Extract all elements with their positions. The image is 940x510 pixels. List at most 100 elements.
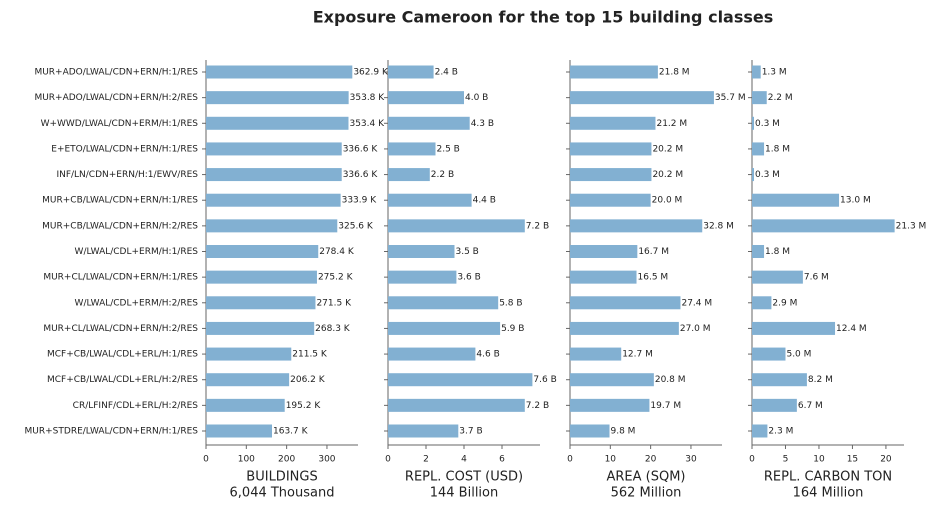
- bar: [752, 91, 767, 105]
- value-label: 6.7 M: [798, 401, 823, 411]
- bar: [570, 65, 658, 79]
- x-axis-label: AREA (SQM): [606, 470, 685, 485]
- bar: [570, 142, 652, 156]
- bar: [570, 168, 652, 182]
- value-label: 3.5 B: [456, 247, 479, 257]
- x-axis-subtitle: 6,044 Thousand: [230, 486, 335, 501]
- value-label: 5.0 M: [786, 350, 811, 360]
- value-label: 9.8 M: [611, 427, 636, 437]
- x-tick-label: 20: [645, 455, 657, 465]
- bar: [206, 168, 342, 182]
- x-axis-label: REPL. CARBON TON: [764, 470, 892, 485]
- value-label: 21.8 M: [659, 68, 690, 78]
- value-label: 12.4 M: [836, 324, 867, 334]
- bar: [752, 219, 895, 233]
- value-label: 35.7 M: [715, 93, 746, 103]
- value-label: 275.2 K: [318, 273, 354, 283]
- x-tick-label: 10: [605, 455, 617, 465]
- value-label: 4.3 B: [471, 119, 494, 129]
- bar: [570, 193, 651, 207]
- bar: [752, 296, 772, 310]
- bar: [570, 296, 681, 310]
- value-label: 20.2 M: [652, 144, 683, 154]
- value-label: 353.8 K: [350, 93, 386, 103]
- x-tick-label: 200: [278, 455, 295, 465]
- bar: [752, 347, 786, 361]
- y-tick-label: MCF+CB/LWAL/CDL+ERL/H:2/RES: [47, 375, 198, 385]
- x-tick-label: 2: [423, 455, 429, 465]
- value-label: 4.4 B: [473, 196, 496, 206]
- bar: [388, 424, 459, 438]
- value-label: 2.5 B: [437, 144, 460, 154]
- value-label: 206.2 K: [290, 375, 326, 385]
- value-label: 4.0 B: [465, 93, 488, 103]
- y-tick-label: E+ETO/LWAL/CDN+ERN/H:1/RES: [51, 144, 198, 154]
- x-axis-label: BUILDINGS: [246, 470, 317, 485]
- bar: [388, 347, 476, 361]
- value-label: 7.6 B: [533, 375, 556, 385]
- value-label: 8.2 M: [808, 375, 833, 385]
- value-label: 16.7 M: [638, 247, 669, 257]
- y-tick-label: CR/LFINF/CDL+ERL/H:2/RES: [73, 401, 199, 411]
- bar: [206, 65, 353, 79]
- value-label: 7.6 M: [804, 273, 829, 283]
- bar: [752, 142, 765, 156]
- value-label: 336.6 K: [343, 144, 379, 154]
- bar: [206, 193, 341, 207]
- bar: [388, 296, 499, 310]
- bar: [388, 398, 525, 412]
- value-label: 21.3 M: [896, 221, 927, 231]
- x-tick-label: 0: [203, 455, 209, 465]
- y-tick-label: MUR+CB/LWAL/CDN+ERN/H:2/RES: [42, 221, 198, 231]
- value-label: 163.7 K: [273, 427, 309, 437]
- x-tick-label: 20: [880, 455, 892, 465]
- bar: [570, 245, 638, 258]
- value-label: 27.4 M: [681, 298, 712, 308]
- value-label: 1.8 M: [765, 247, 790, 257]
- value-label: 7.2 B: [526, 221, 549, 231]
- x-axis-subtitle: 164 Million: [793, 486, 864, 501]
- bar: [752, 193, 840, 207]
- bar: [752, 398, 797, 412]
- value-label: 1.3 M: [762, 68, 787, 78]
- value-label: 3.6 B: [457, 273, 480, 283]
- value-label: 0.3 M: [755, 119, 780, 129]
- value-label: 2.2 B: [431, 170, 454, 180]
- value-label: 1.8 M: [765, 144, 790, 154]
- bar: [388, 219, 525, 233]
- y-tick-label: MUR+CL/LWAL/CDN+ERN/H:2/RES: [43, 324, 198, 334]
- bar: [206, 116, 349, 130]
- x-axis-label: REPL. COST (USD): [405, 470, 523, 485]
- bar: [752, 270, 803, 284]
- y-tick-label: MUR+CL/LWAL/CDN+ERN/H:1/RES: [43, 273, 198, 283]
- bar: [206, 373, 290, 387]
- x-axis-subtitle: 562 Million: [611, 486, 682, 501]
- value-label: 32.8 M: [703, 221, 734, 231]
- bar: [570, 91, 714, 105]
- bar: [570, 398, 650, 412]
- y-tick-label: MUR+ADO/LWAL/CDN+ERN/H:2/RES: [34, 93, 198, 103]
- x-tick-label: 30: [685, 455, 697, 465]
- value-label: 268.3 K: [315, 324, 351, 334]
- value-label: 0.3 M: [755, 170, 780, 180]
- value-label: 2.2 M: [768, 93, 793, 103]
- value-label: 195.2 K: [286, 401, 322, 411]
- bar: [752, 65, 761, 79]
- value-label: 5.8 B: [499, 298, 522, 308]
- x-tick-label: 4: [461, 455, 467, 465]
- bar: [206, 347, 292, 361]
- bar: [388, 116, 470, 130]
- bar: [206, 219, 338, 233]
- bar: [752, 373, 807, 387]
- bar: [752, 168, 755, 182]
- y-tick-label: MCF+CB/LWAL/CDL+ERL/H:1/RES: [47, 350, 198, 360]
- value-label: 4.6 B: [476, 350, 499, 360]
- chart-title: Exposure Cameroon for the top 15 buildin…: [313, 8, 774, 27]
- bar: [206, 270, 317, 284]
- bar: [388, 321, 501, 335]
- value-label: 333.9 K: [342, 196, 378, 206]
- y-tick-label: MUR+ADO/LWAL/CDN+ERN/H:1/RES: [34, 68, 198, 78]
- bar: [752, 424, 768, 438]
- y-tick-label: MUR+STDRE/LWAL/CDN+ERN/H:1/RES: [25, 427, 199, 437]
- x-axis-subtitle: 144 Billion: [430, 486, 499, 501]
